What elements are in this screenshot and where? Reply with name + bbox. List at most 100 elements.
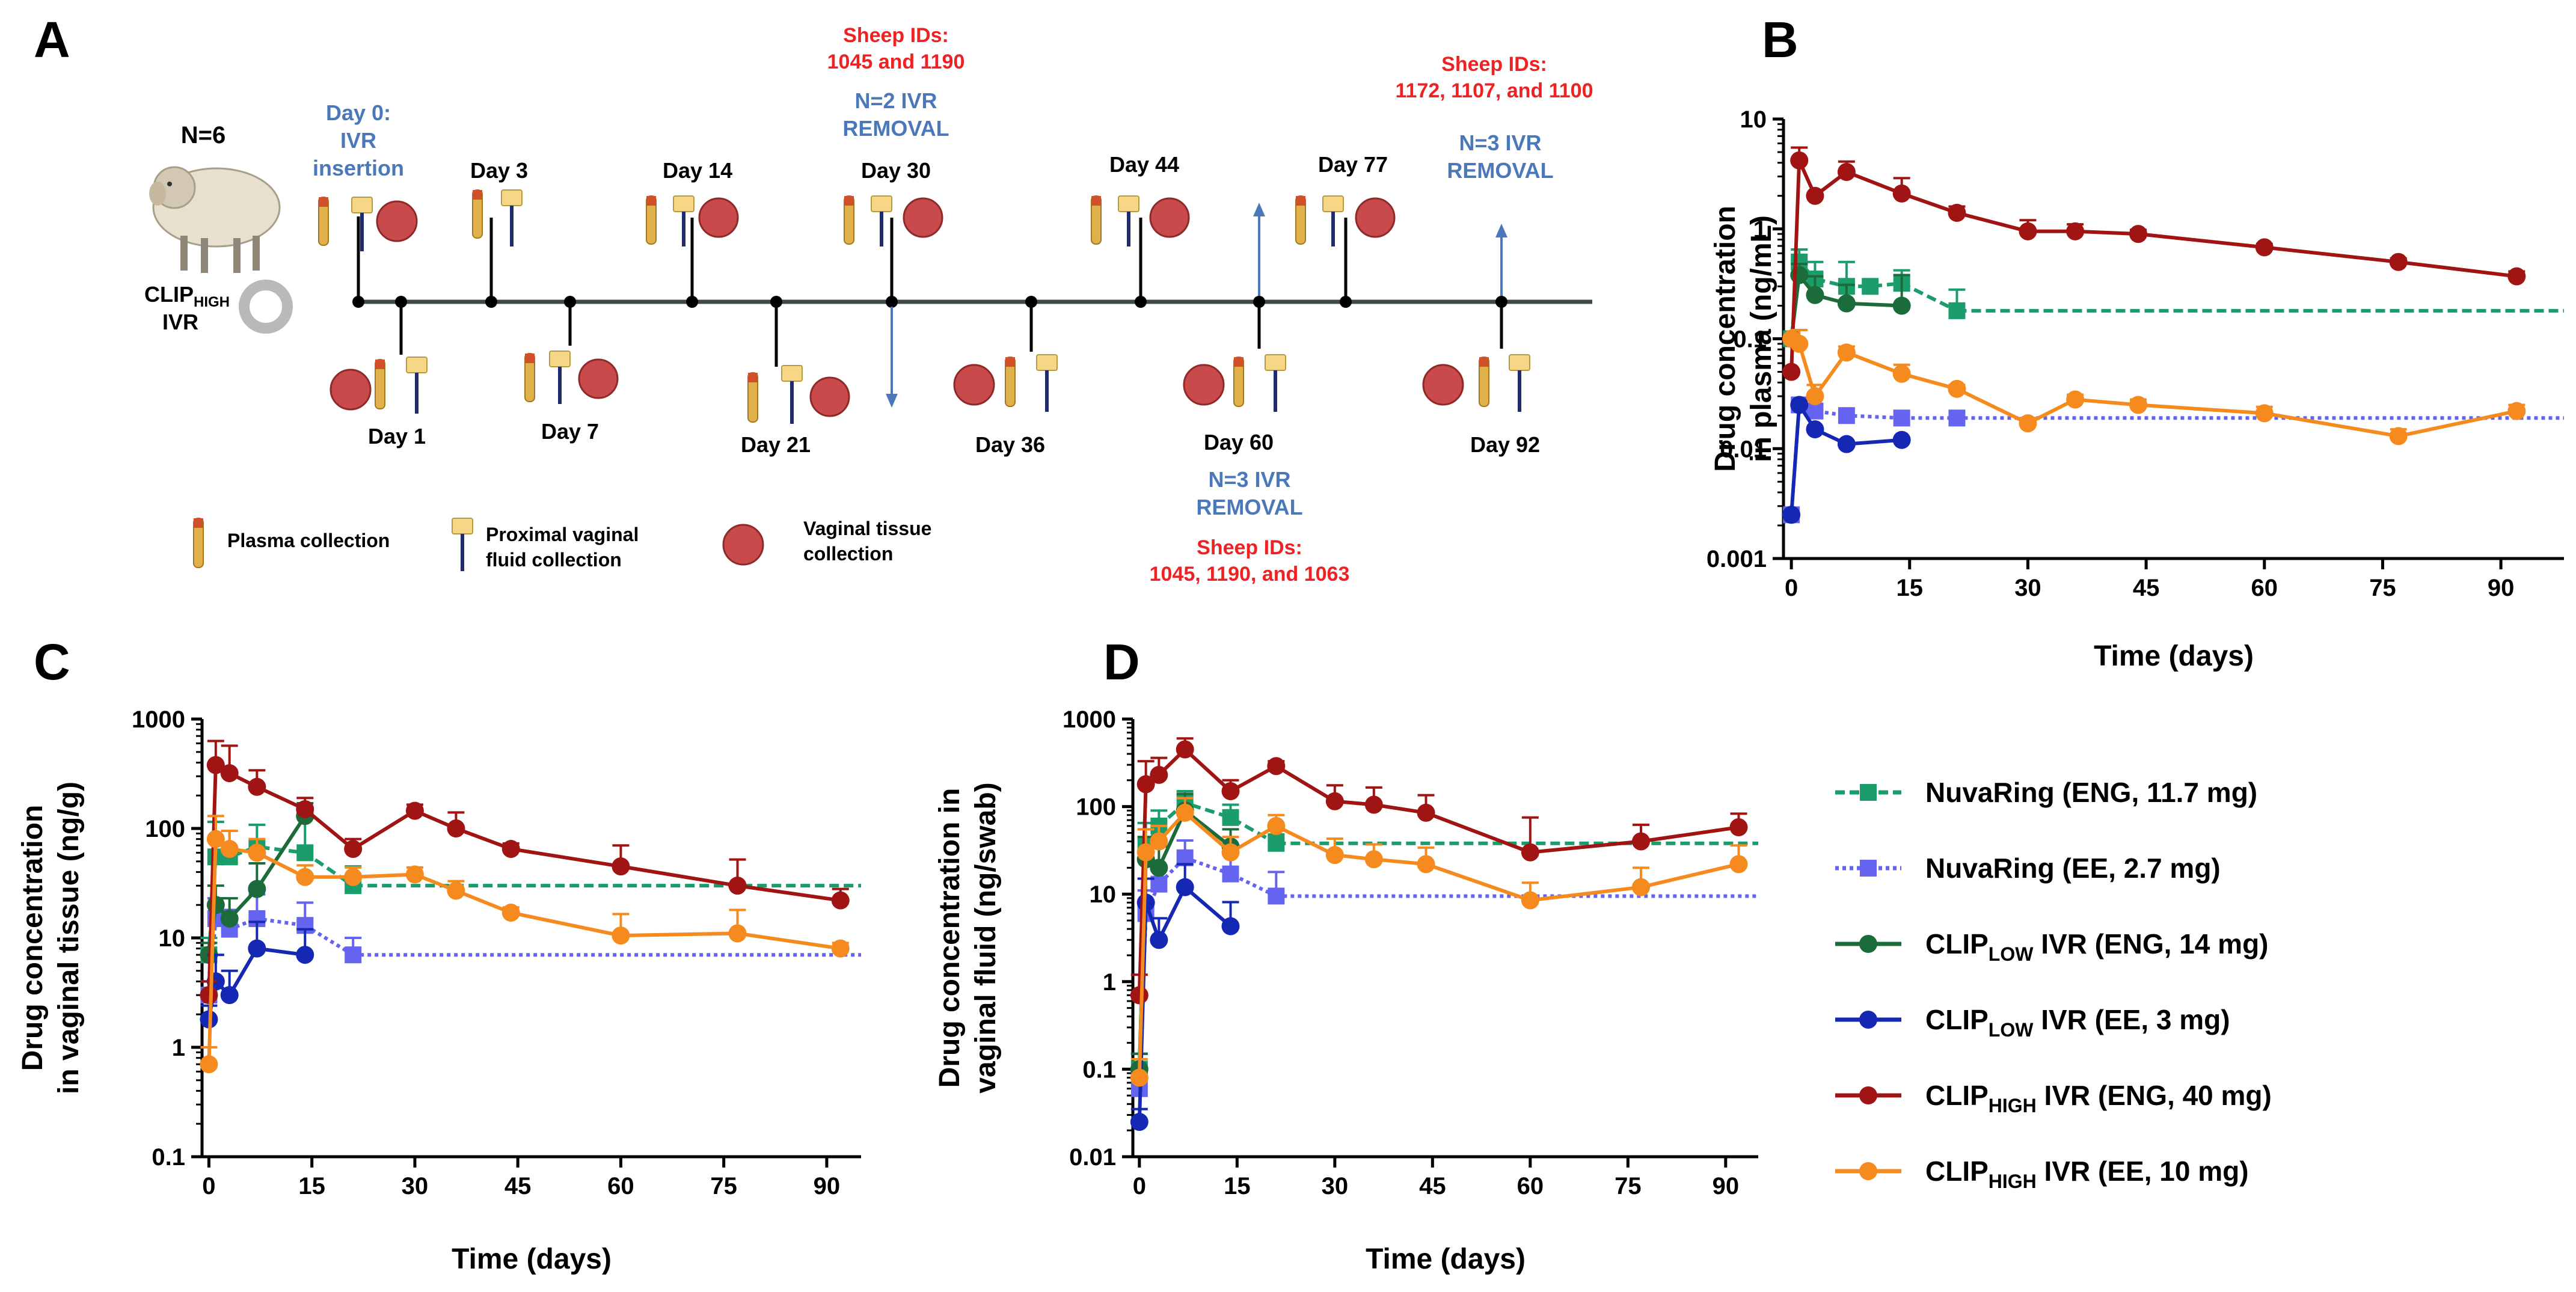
data-point <box>1948 302 1966 319</box>
swab-icon <box>452 518 473 534</box>
day7-label: Day 7 <box>541 419 599 444</box>
legend-label: NuvaRing (EE, 2.7 mg) <box>1925 853 2221 884</box>
series-clip_low_ee <box>1782 396 1911 524</box>
y-tick-label: 1000 <box>132 706 185 733</box>
y-tick-label: 1 <box>172 1035 185 1061</box>
data-point <box>1806 387 1824 406</box>
y-tick-label: 0.001 <box>1707 546 1767 572</box>
data-point <box>1632 832 1650 851</box>
x-tick-label: 60 <box>2251 575 2278 601</box>
y-tick-label: 0.01 <box>1069 1144 1116 1171</box>
data-point <box>296 844 314 862</box>
data-point <box>831 891 850 910</box>
x-tick-label: 30 <box>2014 575 2041 601</box>
data-point <box>1806 402 1824 420</box>
data-point <box>296 868 314 886</box>
data-point <box>1521 843 1539 862</box>
legend-label-main: NuvaRing (ENG, 11.7 mg) <box>1925 777 2257 808</box>
data-point <box>1268 834 1285 852</box>
legend-item: CLIPHIGH IVR (EE, 10 mg) <box>1835 1156 2249 1192</box>
day0-event: Day 0: IVR insertion <box>313 100 418 308</box>
panel-c-letter: C <box>34 634 70 690</box>
removal60-title: Sheep IDs: <box>1197 536 1302 559</box>
chart-b: 0.001 0.01 0.1 1 10 0 15 30 45 60 75 90 Time (days) D… <box>1707 106 2564 672</box>
data-point <box>612 857 630 876</box>
chart-c: 0.1 1 10 100 1000 0 15 30 45 60 75 90 Time (days) Dru… <box>17 706 861 1275</box>
data-point <box>1790 151 1809 170</box>
legend-label-sub: LOW <box>1989 1019 2034 1041</box>
data-point <box>1892 364 1911 383</box>
x-tick-label: 15 <box>298 1173 325 1199</box>
data-point <box>220 909 239 928</box>
day44-label: Day 44 <box>1109 152 1179 177</box>
ivr-ring-icon <box>239 280 293 334</box>
day92-removal: Sheep IDs: 1172, 1107, and 1100 N=3 IVR … <box>1396 53 1593 302</box>
day0-line2: IVR <box>340 128 376 153</box>
data-point <box>1790 334 1809 353</box>
legend-marker <box>1860 860 1877 877</box>
x-tick-label: 90 <box>2488 575 2515 601</box>
day30-label: Day 30 <box>861 158 931 183</box>
x-tick-label: 75 <box>710 1173 737 1199</box>
panel-d-letter: D <box>1103 634 1140 690</box>
y-axis-label-line1: Drug concentration in <box>934 788 966 1088</box>
data-point <box>1222 865 1239 883</box>
legend-label: CLIPLOW IVR (EE, 3 mg) <box>1925 1004 2230 1041</box>
data-point <box>1150 859 1168 877</box>
data-point <box>501 904 520 922</box>
y-axis-label-line2: in vaginal tissue (ng/g) <box>53 782 85 1094</box>
series-clip_high_ee <box>200 815 850 1074</box>
panel-a: A N=6 CLIPHIGH IVR Day 0: IVR insertion <box>34 11 1593 586</box>
data-point <box>344 840 363 859</box>
chart-d: 0.01 0.1 1 10 100 1000 0 15 30 45 60 75 90 Time (days… <box>934 706 1758 1275</box>
data-point <box>296 946 314 964</box>
legend-label-rest: IVR (ENG, 40 mg) <box>2037 1080 2272 1111</box>
data-point <box>2255 404 2274 423</box>
data-point <box>248 939 266 958</box>
y-tick-label: 0.1 <box>1082 1056 1116 1083</box>
data-point <box>1790 396 1809 414</box>
data-point <box>831 939 850 958</box>
legend-item: CLIPLOW IVR (EE, 3 mg) <box>1835 1004 2230 1041</box>
legend-label: CLIPLOW IVR (ENG, 14 mg) <box>1925 928 2269 965</box>
data-point <box>1150 931 1168 949</box>
data-point <box>1130 1068 1148 1087</box>
data-point <box>1632 878 1650 896</box>
clip-high-label: CLIPHIGH <box>144 282 230 310</box>
series-clip_high_eng <box>1782 146 2526 381</box>
data-point <box>612 926 630 945</box>
removal92-ids: 1172, 1107, and 1100 <box>1396 79 1593 102</box>
x-axis-label: Time (days) <box>2094 640 2254 672</box>
y-axis-label-line2: vaginal fluid (ng/swab) <box>970 782 1002 1093</box>
legend-label: NuvaRing (ENG, 11.7 mg) <box>1925 777 2257 808</box>
legend-label-main: NuvaRing (EE, 2.7 mg) <box>1925 853 2221 884</box>
removal92-n: N=3 IVR <box>1459 130 1541 155</box>
day77-label: Day 77 <box>1318 152 1388 177</box>
data-point <box>1364 795 1383 814</box>
y-axis-label-line1: Drug concentration <box>17 805 49 1071</box>
y-axis-label-line2: in plasma (ng/mL) <box>1746 215 1777 462</box>
series-nuva_eng <box>1130 789 1758 1078</box>
x-tick-label: 90 <box>1713 1173 1740 1199</box>
series-clip_high_ee <box>1130 797 1748 1087</box>
legend-fluid-2: fluid collection <box>486 549 622 571</box>
series-line <box>1790 337 2517 438</box>
data-point <box>200 1055 218 1074</box>
day60-removal <box>1253 203 1265 302</box>
legend-plasma: Plasma collection <box>227 530 390 551</box>
data-point <box>1221 843 1240 862</box>
legend-label-main: CLIP <box>1925 1080 1989 1111</box>
data-point <box>1176 878 1194 896</box>
data-point <box>1729 855 1748 874</box>
data-point <box>1130 1113 1148 1131</box>
data-point <box>1130 986 1148 1005</box>
data-point <box>2507 267 2526 286</box>
data-point <box>2255 238 2274 257</box>
day21-label: Day 21 <box>741 432 811 457</box>
data-point <box>2019 414 2037 433</box>
day60-label: Day 60 <box>1204 430 1274 455</box>
data-point <box>501 840 520 859</box>
data-point <box>1838 407 1855 424</box>
data-point <box>206 756 225 774</box>
data-point <box>1150 765 1168 784</box>
